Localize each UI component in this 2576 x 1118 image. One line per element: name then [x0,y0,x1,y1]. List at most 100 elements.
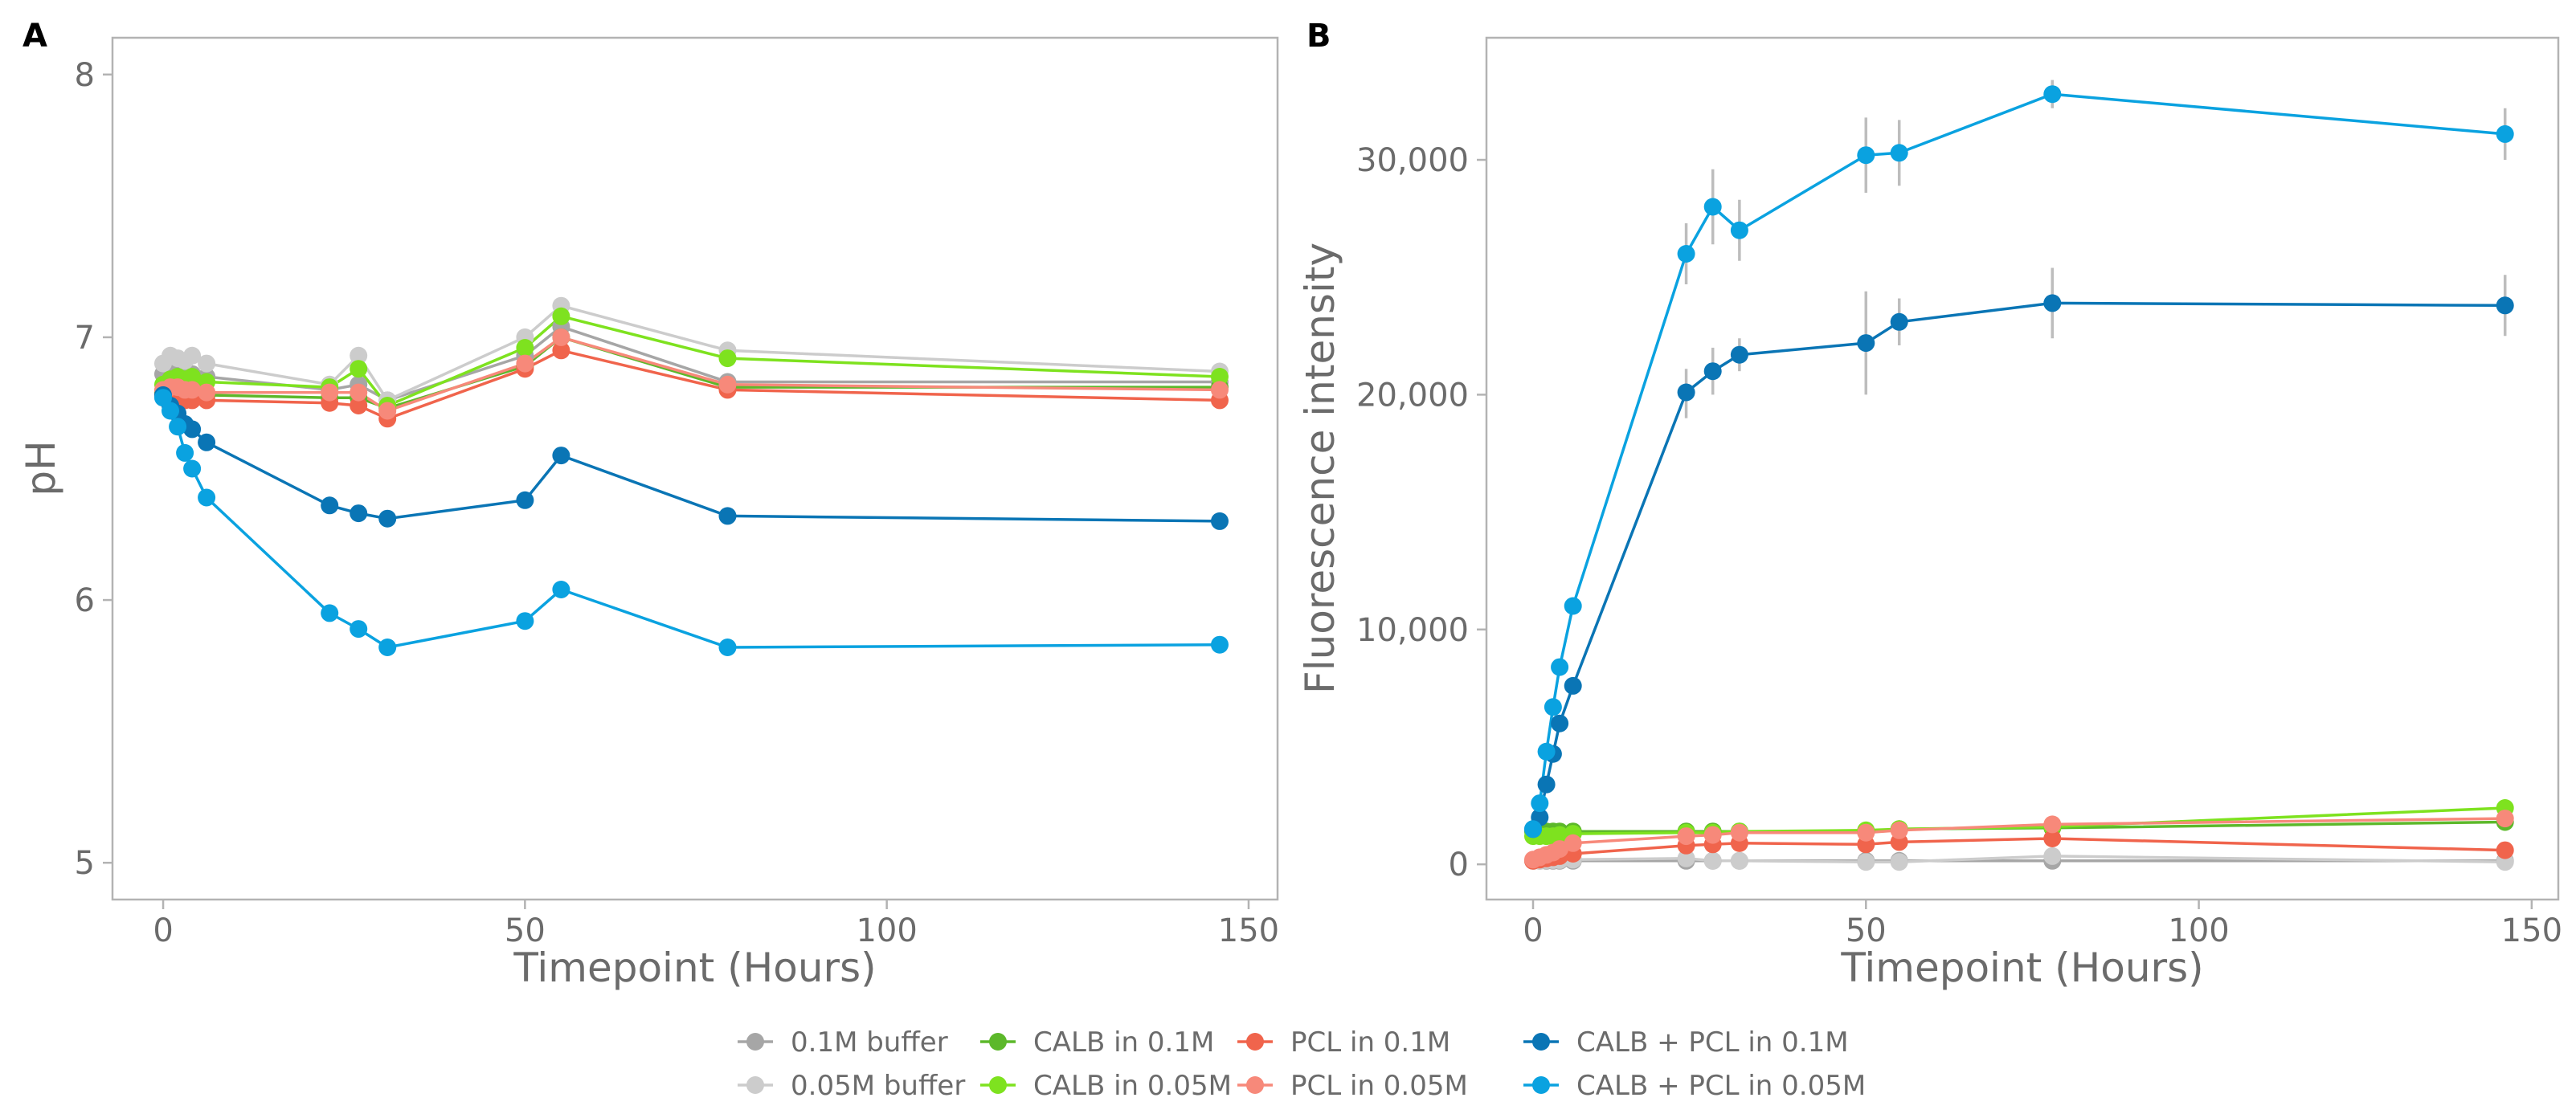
panel-b-data-point [1857,853,1875,871]
panel-a-x-tick-label: 150 [1218,912,1279,949]
panel-a-data-point [378,402,397,420]
legend-key-point [1246,1076,1264,1094]
panel-a-data-point [169,418,187,436]
panel-a-y-tick-label: 6 [75,582,95,619]
panel-a-data-point [162,402,179,420]
panel-a-data-point [176,443,194,462]
panel-b-data-point [1564,597,1582,615]
panel-b-data-point [2043,815,2062,834]
panel-b-data-point [2496,810,2514,828]
panel-b-x-tick-label: 50 [1846,912,1887,949]
panel-b-data-point [1531,794,1549,813]
panel-a-data-point [183,368,202,386]
panel-b-frame [1485,36,2560,901]
legend: 0.1M buffer 0.05M buffer CALB in 0.1M CALB … [738,1026,1866,1102]
panel-a-y-tick-label: 5 [75,845,95,882]
panel-a-data-point [516,354,534,373]
panel-b-label: B [1306,18,1331,55]
legend-label: 0.05M buffer [791,1070,965,1102]
panel-b-data-point [1537,775,1556,794]
panel-b-series-line [1531,92,2505,830]
panel-a-data-point [321,383,339,402]
legend-key-point [1532,1076,1550,1094]
panel-b-x-tick-label: 0 [1523,912,1543,949]
panel-b-y-tick-label: 20,000 [1356,377,1469,414]
panel-b-x-tick-label: 100 [2168,912,2229,949]
legend-label: PCL in 0.1M [1290,1026,1450,1059]
panel-a-data-point [350,504,368,523]
panel-a-data-point [552,341,570,360]
panel-a-x-tick-label: 0 [153,912,173,949]
panel-b-y-tick-label: 0 [1449,847,1469,883]
panel-b-data-point [1677,245,1695,263]
panel-b-data-point [1703,851,1722,870]
panel-b-data-point [1890,853,1908,871]
panel-b-data-point [1551,840,1569,859]
panel-a-data-point [718,639,737,656]
panel-b-data-point [1890,821,1908,839]
panel-a-data-point [1211,381,1229,399]
legend-label: CALB + PCL in 0.1M [1576,1026,1849,1059]
panel-b-data-point [2043,847,2062,865]
panel-a-data-point [198,433,216,451]
legend-key-point [746,1076,764,1094]
panel-a-frame [111,36,1279,901]
panel-b-data-point [1857,334,1875,353]
panel-b-plot [1524,80,2514,871]
panel-a-data-point [552,307,570,325]
panel-b-y-tick-label: 10,000 [1356,612,1469,649]
panel-a-data-point [516,339,534,357]
panel-a-x-tick-label: 50 [505,912,546,949]
panel-a-data-point [718,349,737,368]
panel-b-ticks: 0 50 100 150 0 10,000 20,000 30,000 [1356,142,2562,949]
panel-a-y-axis-title: pH [18,440,64,496]
legend-key-point [1532,1033,1550,1051]
panel-a-data-point [183,381,202,399]
panel-a-data-point [350,346,368,365]
panel-b-data-point [2496,841,2514,859]
panel-b-data-point [2043,85,2062,104]
panel-b-data-point [1537,742,1556,761]
legend-key-point [1246,1033,1264,1051]
panel-a-data-point [350,360,368,378]
panel-b-data-point [1703,826,1722,844]
panel-a-data-point [183,459,202,478]
panel-b-data-point [1890,312,1908,331]
panel-b-data-point [1730,823,1748,842]
panel-a-x-tick-label: 100 [856,912,917,949]
panel-a-data-point [350,383,368,402]
panel-b-data-point [1551,658,1569,676]
panel-a-data-point [183,346,202,365]
panel-b-data-point [1703,198,1722,216]
panel-b-data-point [1551,714,1569,732]
panel-b-data-point [1890,144,1908,162]
panel-b-data-point [2496,296,2514,315]
panel-b-data-point [1564,676,1582,695]
legend-key-point [989,1076,1007,1094]
legend-label: CALB in 0.1M [1033,1026,1214,1059]
panel-a-data-point [552,581,570,598]
panel-a-y-tick-label: 7 [75,320,95,357]
panel-b-data-point [1677,383,1695,402]
panel-b-data-point [1677,827,1695,846]
panel-a-data-point [1211,512,1229,530]
legend-key-point [746,1033,764,1051]
panel-b-y-axis-title: Fluorescence intensity [1297,243,1343,694]
panel-b: B Timepoint (Hours) Fluorescence intensi… [1297,18,2562,991]
panel-a-data-point [552,447,570,465]
panel-a-data-point [154,389,172,407]
panel-b-data-point [1857,823,1875,842]
panel-b-data-point [1544,698,1562,716]
panel-a-data-point [321,496,339,515]
panel-b-x-axis-title: Timepoint (Hours) [1840,945,2203,991]
panel-a-data-point [1211,635,1229,654]
legend-label: CALB in 0.05M [1033,1070,1232,1102]
panel-a-data-point [516,612,534,630]
panel-a-data-point [378,639,397,656]
panel-b-x-tick-label: 150 [2501,912,2562,949]
panel-a-label: A [22,18,47,55]
panel-a-x-axis-title: Timepoint (Hours) [513,945,876,991]
panel-b-data-point [1730,851,1748,870]
panel-a-data-point [378,509,397,528]
